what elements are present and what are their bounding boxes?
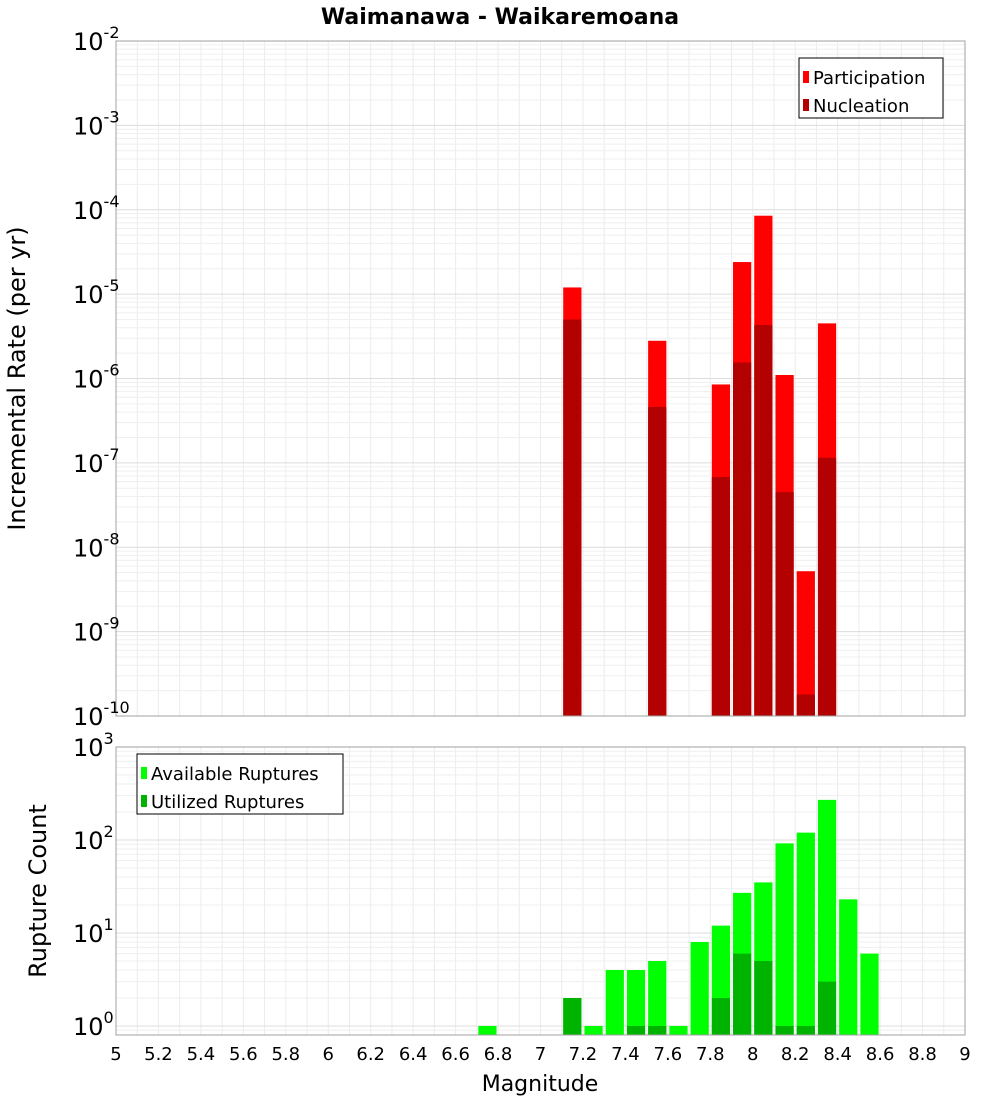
bar: [711, 477, 731, 716]
y-tick-label: 10-8: [73, 529, 120, 562]
y-tick-labels: 10-10 10-9 10-8 10-7 10-6 10-5 10-4 10-3 10-2: [73, 23, 130, 731]
legend-swatch: [141, 767, 147, 779]
legend: Available Ruptures Utilized Ruptures: [136, 753, 344, 815]
x-tick-label: 7.8: [696, 1044, 725, 1065]
x-tick-label: 8.6: [866, 1044, 895, 1065]
bar: [796, 832, 815, 1035]
bar: [733, 362, 752, 716]
legend-swatch: [803, 71, 809, 83]
bar: [839, 899, 858, 1035]
y-axis-label: Rupture Count: [24, 804, 52, 978]
bar: [754, 325, 773, 716]
bar: [648, 406, 667, 716]
y-tick-label: 10-9: [73, 614, 120, 647]
x-tick-label: 8.2: [781, 1044, 810, 1065]
legend-box: [798, 57, 944, 119]
legend-label: Participation: [813, 68, 925, 89]
bar: [860, 953, 879, 1035]
y-tick-label: 10-2: [73, 23, 120, 56]
chart-title: Waimanawa - Waikaremoana: [321, 5, 679, 30]
rate-panel: 10-10 10-9 10-8 10-7 10-6 10-5 10-4 10-3 10-2 Inc…: [3, 23, 966, 731]
bar: [733, 953, 752, 1035]
legend-label: Available Ruptures: [151, 764, 319, 785]
legend-box: [136, 753, 344, 815]
x-tick-label: 5.2: [144, 1044, 173, 1065]
rupture-count-panel: 100 101 102 103 Rupture Count Available Ruptu…: [24, 729, 966, 1041]
x-tick-label: 6.6: [441, 1044, 470, 1065]
bar: [775, 492, 794, 716]
bar: [563, 997, 582, 1035]
legend-swatch: [141, 795, 147, 807]
bar: [817, 981, 837, 1035]
y-tick-label: 10-4: [73, 192, 120, 225]
x-tick-label: 8.8: [908, 1044, 937, 1065]
bar: [690, 942, 709, 1035]
legend-label: Utilized Ruptures: [151, 792, 304, 813]
y-tick-label: 101: [73, 915, 114, 948]
x-tick-label: 7.6: [654, 1044, 683, 1065]
x-tick-label: 6.4: [399, 1044, 428, 1065]
bar: [626, 969, 646, 1035]
bar: [796, 1025, 815, 1035]
y-tick-label: 10-5: [73, 276, 120, 309]
bar: [796, 571, 815, 716]
bar: [669, 1025, 688, 1035]
x-tick-label: 5: [110, 1044, 121, 1065]
y-tick-labels: 100 101 102 103: [73, 729, 114, 1041]
bar: [605, 969, 624, 1035]
x-tick-label: 6.8: [484, 1044, 513, 1065]
y-tick-label: 102: [73, 822, 114, 855]
plot-frame: [115, 40, 966, 717]
bar: [584, 1025, 603, 1035]
series-utilized-ruptures: [563, 953, 837, 1035]
y-tick-label: 10-6: [73, 361, 120, 394]
bar: [775, 1025, 794, 1035]
x-tick-label: 6.2: [356, 1044, 385, 1065]
y-tick-label: 10-10: [73, 698, 130, 731]
bar: [796, 694, 815, 716]
bar: [648, 960, 667, 1035]
y-axis-label: Incremental Rate (per yr): [3, 226, 31, 530]
x-tick-label: 5.6: [229, 1044, 258, 1065]
x-tick-labels: 5 5.2 5.4 5.6 5.8 6 6.2 6.4 6.6 6.8 7 7.2 7.4 7.6 7.8 8…: [110, 1044, 970, 1065]
legend: Participation Nucleation: [798, 57, 944, 119]
bar: [648, 1025, 667, 1035]
x-axis-label: Magnitude: [482, 1072, 599, 1097]
bar: [563, 319, 582, 716]
x-tick-label: 5.8: [271, 1044, 300, 1065]
y-tick-label: 10-3: [73, 107, 120, 140]
bar: [817, 799, 837, 1035]
legend-label: Nucleation: [813, 96, 909, 117]
x-tick-label: 7.4: [611, 1044, 640, 1065]
y-tick-label: 103: [73, 729, 114, 762]
x-tick-label: 9: [959, 1044, 970, 1065]
bar: [754, 960, 773, 1035]
legend-swatch: [803, 99, 809, 111]
bar: [711, 997, 731, 1035]
bar: [817, 457, 837, 716]
y-tick-label: 100: [73, 1008, 114, 1041]
x-tick-label: 8.4: [823, 1044, 852, 1065]
x-tick-label: 5.4: [187, 1044, 216, 1065]
bar: [478, 1025, 497, 1035]
x-tick-label: 7.2: [569, 1044, 598, 1065]
series-nucleation: [563, 319, 837, 716]
x-tick-label: 6: [323, 1044, 334, 1065]
y-tick-label: 10-7: [73, 445, 120, 478]
bar: [626, 1025, 646, 1035]
x-tick-label: 7: [535, 1044, 546, 1065]
bar: [775, 843, 794, 1035]
x-tick-label: 8: [747, 1044, 758, 1065]
plot-frame: [115, 746, 966, 1036]
